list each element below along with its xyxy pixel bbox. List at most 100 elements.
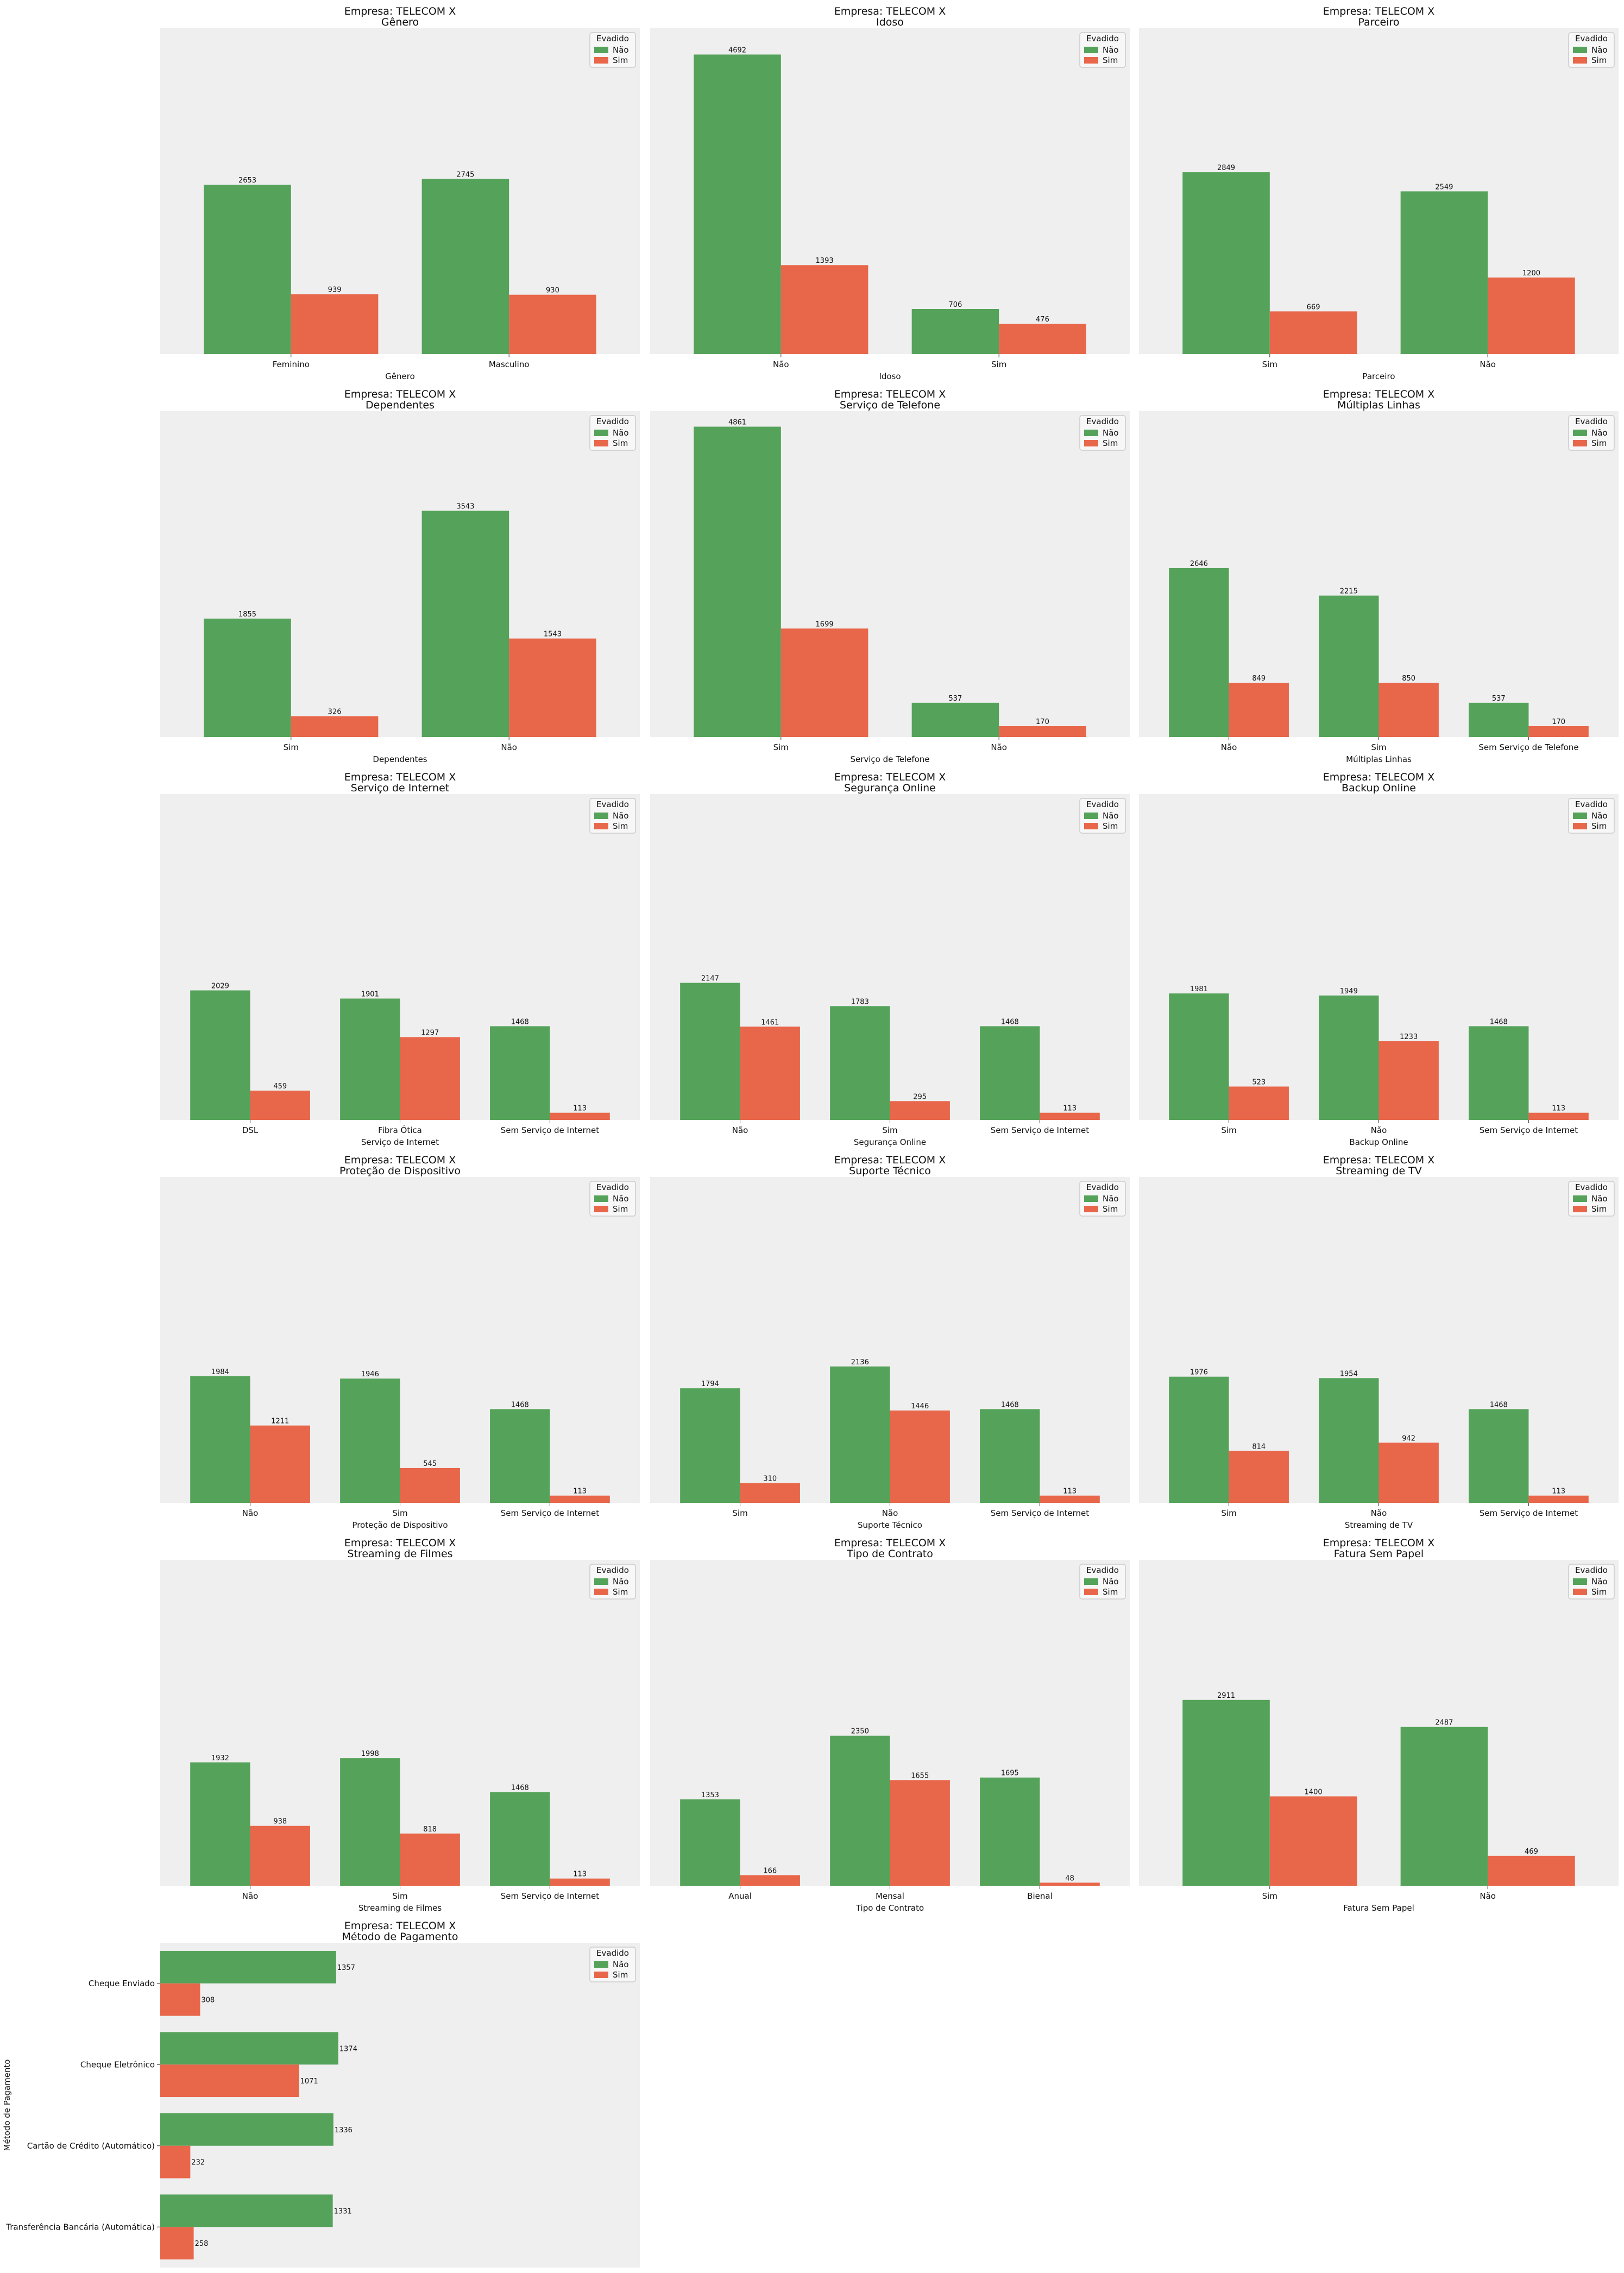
bar-sim xyxy=(780,628,868,737)
legend-label-nao: Não xyxy=(1591,428,1608,438)
x-tick-label: Não xyxy=(501,742,517,752)
x-tick-label: Sem Serviço de Internet xyxy=(991,1125,1089,1135)
bar-sim xyxy=(160,2145,191,2178)
legend-title: Evadido xyxy=(596,1948,629,1958)
bar-nao xyxy=(1400,191,1488,354)
bar-sim xyxy=(999,726,1086,737)
x-axis-label: Streaming de TV xyxy=(1345,1520,1413,1530)
bar-value-label: 1946 xyxy=(361,1370,379,1378)
bar-value-label: 170 xyxy=(1036,718,1049,726)
bar-value-label: 818 xyxy=(423,1825,437,1834)
x-tick-label: Sim xyxy=(882,1125,897,1135)
legend-label-nao: Não xyxy=(613,1960,629,1969)
bar-nao xyxy=(980,1409,1040,1503)
x-tick-label: Sim xyxy=(1221,1125,1236,1135)
bar-value-label: 170 xyxy=(1552,718,1565,726)
bar-nao xyxy=(1469,1026,1529,1120)
chart-title: Empresa: TELECOM X xyxy=(344,1154,456,1166)
bar-value-label: 523 xyxy=(1252,1079,1266,1087)
bar-value-label: 1783 xyxy=(851,998,869,1006)
bar-value-label: 939 xyxy=(328,286,342,294)
bar-nao xyxy=(680,1388,740,1503)
legend-swatch-sim xyxy=(594,440,608,446)
legend-swatch-sim xyxy=(1573,440,1587,446)
bar-value-label: 1794 xyxy=(701,1380,719,1388)
bar-nao xyxy=(490,1026,550,1120)
legend-title: Evadido xyxy=(596,1182,629,1192)
chart-subtitle: Parceiro xyxy=(1358,16,1399,28)
chart-title: Empresa: TELECOM X xyxy=(1323,1154,1435,1166)
bar-nao xyxy=(911,702,999,737)
bar-value-label: 1468 xyxy=(1001,1018,1019,1026)
chart-subtitle: Backup Online xyxy=(1342,782,1416,794)
bar-value-label: 1336 xyxy=(335,2126,353,2135)
chart-title: Empresa: TELECOM X xyxy=(1323,388,1435,400)
chart-panel: Empresa: TELECOM XIdoso46921393Não706476… xyxy=(650,5,1130,381)
bar-sim xyxy=(400,1468,460,1503)
legend-swatch-nao xyxy=(594,47,608,53)
x-tick-label: Sem Serviço de Internet xyxy=(1480,1125,1578,1135)
chart-title: Empresa: TELECOM X xyxy=(344,771,456,783)
bar-value-label: 295 xyxy=(913,1093,927,1101)
chart-subtitle: Tipo de Contrato xyxy=(846,1548,933,1560)
legend-swatch-sim xyxy=(594,1206,608,1212)
chart-panel: Empresa: TELECOM XDependentes1855326Sim3… xyxy=(160,388,640,764)
bar-value-label: 1071 xyxy=(300,2077,318,2086)
x-tick-label: Não xyxy=(991,742,1007,752)
bar-sim xyxy=(160,2064,299,2098)
x-tick-label: Não xyxy=(242,1891,259,1901)
bar-value-label: 113 xyxy=(573,1105,587,1113)
bar-value-label: 1998 xyxy=(361,1750,379,1758)
bar-nao xyxy=(694,54,781,354)
bar-value-label: 232 xyxy=(191,2159,205,2167)
bar-value-label: 310 xyxy=(763,1475,777,1483)
chart-subtitle: Serviço de Internet xyxy=(351,782,449,794)
bar-sim xyxy=(740,1875,800,1886)
bar-value-label: 1374 xyxy=(339,2045,357,2053)
chart-subtitle: Serviço de Telefone xyxy=(840,399,940,411)
legend-title: Evadido xyxy=(1575,1565,1608,1575)
legend-label-nao: Não xyxy=(1591,45,1608,55)
bar-value-label: 930 xyxy=(546,287,559,295)
bar-nao xyxy=(421,179,509,354)
bar-sim xyxy=(1229,1451,1289,1503)
bar-sim xyxy=(250,1825,310,1886)
bar-value-label: 1655 xyxy=(911,1772,929,1780)
legend-title: Evadido xyxy=(1575,799,1608,809)
legend-swatch-nao xyxy=(594,1578,608,1585)
chart-subtitle: Streaming de TV xyxy=(1336,1165,1422,1177)
bar-value-label: 1543 xyxy=(544,631,562,639)
y-tick-label: Cartão de Crédito (Automático) xyxy=(27,2141,155,2151)
bar-value-label: 1468 xyxy=(1490,1018,1508,1026)
legend-label-sim: Sim xyxy=(1103,1587,1118,1597)
bar-value-label: 2745 xyxy=(456,171,474,179)
x-tick-label: Não xyxy=(882,1508,898,1518)
x-tick-label: Sem Serviço de Internet xyxy=(1480,1508,1578,1518)
chart-title: Empresa: TELECOM X xyxy=(344,1537,456,1549)
x-tick-label: Sem Serviço de Internet xyxy=(501,1125,599,1135)
legend-title: Evadido xyxy=(1086,1182,1119,1192)
bar-value-label: 850 xyxy=(1402,675,1415,683)
x-tick-label: Sem Serviço de Internet xyxy=(501,1508,599,1518)
legend-label-nao: Não xyxy=(1103,45,1119,55)
bar-nao xyxy=(694,426,781,737)
x-axis-label: Parceiro xyxy=(1362,372,1395,381)
legend-label-sim: Sim xyxy=(613,821,628,831)
chart-subtitle: Múltiplas Linhas xyxy=(1337,399,1420,411)
legend-swatch-sim xyxy=(1084,1589,1098,1595)
legend-label-sim: Sim xyxy=(613,55,628,65)
legend-label-nao: Não xyxy=(1591,811,1608,821)
bar-value-label: 1468 xyxy=(1001,1401,1019,1409)
legend-label-sim: Sim xyxy=(1591,1204,1607,1214)
bar-sim xyxy=(509,638,596,737)
bar-sim xyxy=(160,1983,200,2016)
bar-sim xyxy=(250,1425,310,1503)
bar-value-label: 2646 xyxy=(1190,560,1208,568)
bar-sim xyxy=(550,1495,610,1503)
bar-value-label: 1233 xyxy=(1400,1033,1418,1041)
